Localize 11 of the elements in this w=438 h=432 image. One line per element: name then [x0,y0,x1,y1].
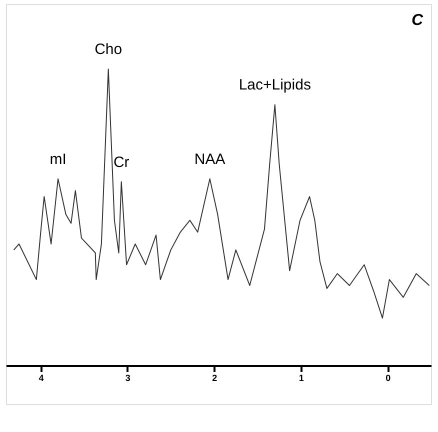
x-tick-label: 2 [212,372,218,383]
annotation: Lac+Lipids [238,76,311,94]
annotation: NAA [194,150,226,168]
x-tick-label: 1 [298,372,304,383]
annotation: mI [50,150,66,168]
x-tick-label: 0 [386,372,391,383]
x-tick-label: 3 [125,372,130,383]
chart-title: C [411,12,424,29]
annotation: Cho [94,41,122,58]
x-tick-label: 4 [38,372,44,383]
annotation: Cr [113,154,130,171]
